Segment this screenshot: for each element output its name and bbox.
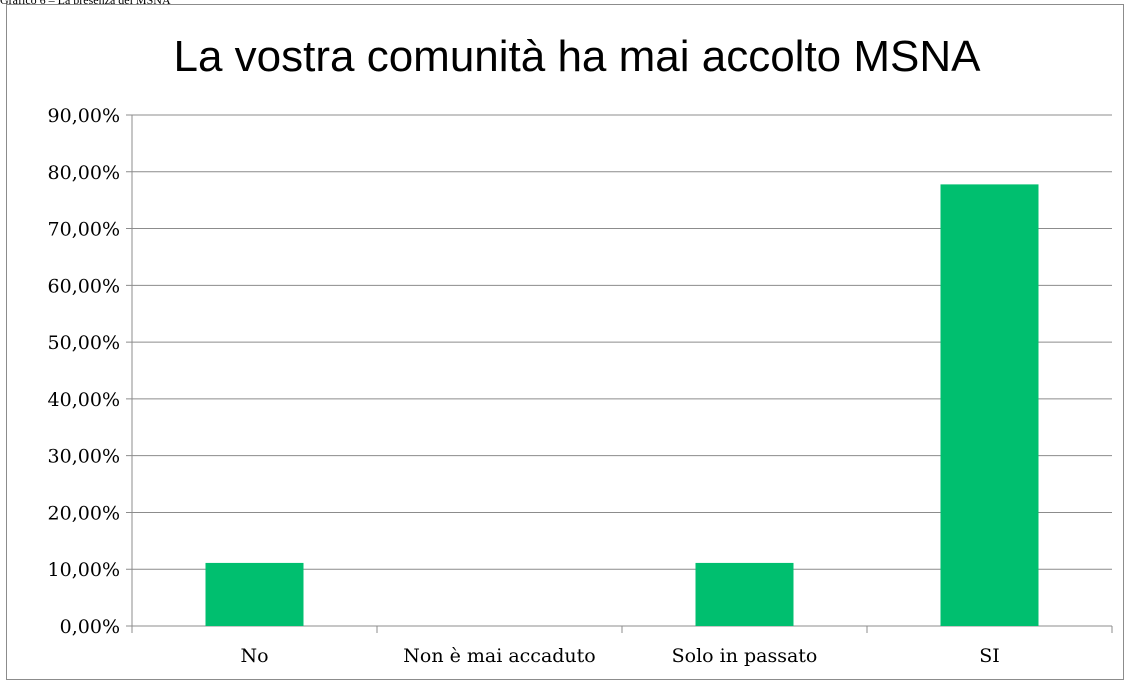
axes bbox=[131, 115, 1113, 633]
x-category-label: Non è mai accaduto bbox=[403, 645, 596, 667]
chart-frame: La vostra comunità ha mai accolto MSNA 0… bbox=[6, 4, 1124, 680]
bar-chart: La vostra comunità ha mai accolto MSNA 0… bbox=[48, 32, 1113, 667]
x-category-label: Solo in passato bbox=[672, 645, 818, 667]
y-tick-label: 20,00% bbox=[48, 502, 120, 524]
figure-caption: Grafico 6 – La presenza dei MSNA bbox=[0, 0, 171, 8]
y-tick-label: 80,00% bbox=[48, 162, 120, 184]
chart-title: La vostra comunità ha mai accolto MSNA bbox=[173, 32, 981, 81]
y-tick-label: 70,00% bbox=[48, 219, 120, 241]
bar bbox=[205, 562, 304, 626]
y-tick-label: 50,00% bbox=[48, 332, 120, 354]
y-tick-label: 30,00% bbox=[48, 446, 120, 468]
y-tick-label: 90,00% bbox=[48, 105, 120, 127]
bars bbox=[205, 184, 1039, 626]
bar bbox=[695, 562, 794, 626]
y-tick-label: 0,00% bbox=[60, 616, 120, 638]
y-tick-label: 40,00% bbox=[48, 389, 120, 411]
axis-labels: 0,00% 10,00% 20,00% 30,00% 40,00% 50,00% 60,00… bbox=[48, 105, 1000, 667]
x-category-label: SI bbox=[979, 645, 1000, 667]
y-tick-label: 60,00% bbox=[48, 275, 120, 297]
x-category-label: No bbox=[240, 645, 268, 667]
y-tick-label: 10,00% bbox=[48, 559, 120, 581]
bar bbox=[940, 184, 1039, 626]
